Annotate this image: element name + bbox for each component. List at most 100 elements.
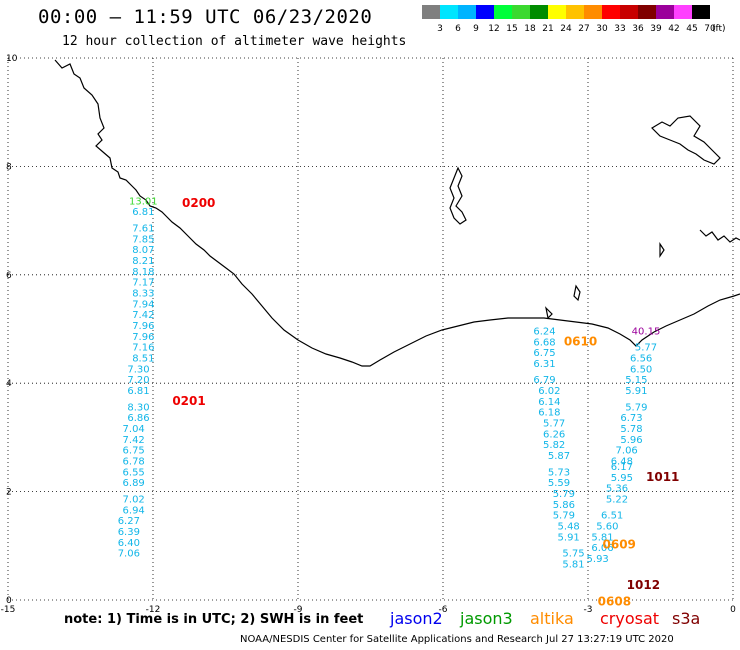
swh-value: 5.95: [611, 473, 633, 484]
swh-value: 5.87: [548, 451, 570, 462]
swh-value: 5.73: [548, 467, 570, 478]
swh-value: 5.81: [591, 532, 613, 543]
swh-value: 5.86: [553, 500, 575, 511]
swh-value: 6.56: [630, 354, 652, 365]
swh-value: 7.61: [132, 223, 154, 234]
swh-value: 7.42: [132, 310, 154, 321]
legend-swatch: [422, 5, 440, 19]
swh-value: 6.17: [611, 462, 633, 473]
altimeter-tracks: 13.016.817.617.858.078.218.187.178.337.9…: [118, 196, 661, 570]
swh-value: 13.01: [129, 196, 158, 207]
legend-swatch: [512, 5, 530, 19]
swh-value: 6.02: [538, 386, 560, 397]
legend-unit: (ft): [712, 24, 726, 34]
page-title: 00:00 – 11:59 UTC 06/23/2020: [38, 6, 373, 28]
lake-small: [545, 242, 665, 320]
legend-swatch: [548, 5, 566, 19]
swh-value: 6.48: [611, 457, 633, 468]
swh-value: 7.30: [127, 364, 149, 375]
swh-value: 8.51: [132, 354, 154, 365]
swh-value: 6.68: [533, 337, 555, 348]
legend-tick-label: 15: [506, 24, 517, 34]
legend-tick-label: 18: [524, 24, 536, 34]
legend-tick-label: 6: [455, 24, 461, 34]
swh-value: 7.06: [616, 446, 638, 457]
legend-swatch: [638, 5, 656, 19]
swh-value: 7.85: [132, 234, 154, 245]
lon-tick-label: -6: [439, 605, 448, 615]
swh-value: 5.93: [587, 554, 609, 565]
swh-value: 5.59: [548, 478, 570, 489]
swh-value: 5.60: [596, 522, 618, 533]
legend-swatch: [692, 5, 710, 19]
swh-value: 6.89: [123, 478, 145, 489]
swh-value: 8.21: [132, 256, 154, 267]
legend-swatch: [458, 5, 476, 19]
legend-tick-label: 42: [668, 24, 679, 34]
swh-value: 5.75: [562, 549, 584, 560]
swh-value: 6.73: [620, 413, 642, 424]
legend-swatch: [620, 5, 638, 19]
swh-value: 5.81: [562, 559, 584, 570]
swh-value: 8.18: [132, 267, 154, 278]
legend-tick-label: 3: [437, 24, 443, 34]
lat-tick-label: 8: [6, 162, 12, 172]
swh-value: 6.24: [533, 326, 555, 337]
legend-tick-label: 39: [650, 24, 662, 34]
swh-value: 5.96: [620, 435, 642, 446]
legend-tick-label: 30: [596, 24, 608, 34]
lon-tick-label: 0: [730, 605, 736, 615]
legend-tick-label: 36: [632, 24, 644, 34]
swh-value: 5.79: [553, 489, 575, 500]
legend-swatch: [440, 5, 458, 19]
lon-tick-label: -9: [294, 605, 303, 615]
swh-value: 6.75: [533, 348, 555, 359]
swh-value: 5.91: [558, 532, 580, 543]
legend-tick-label: 70: [704, 24, 716, 34]
swh-value: 6.78: [123, 457, 145, 468]
legend-tick-label: 45: [686, 24, 697, 34]
legend-swatch: [494, 5, 512, 19]
lat-tick-label: 10: [6, 54, 18, 64]
credit-line: NOAA/NESDIS Center for Satellite Applica…: [240, 634, 674, 645]
swh-value: 7.94: [132, 299, 154, 310]
swh-value: 7.02: [123, 494, 145, 505]
legend-swatch: [476, 5, 494, 19]
swh-value: 6.86: [127, 413, 149, 424]
swh-value: 6.81: [127, 386, 149, 397]
swh-value: 6.79: [533, 375, 555, 386]
lon-tick-label: -12: [146, 605, 161, 615]
swh-value: 5.36: [606, 484, 628, 495]
legend-swatch: [674, 5, 692, 19]
swh-value: 6.26: [543, 429, 565, 440]
lat-tick-label: 2: [6, 488, 12, 498]
swh-value: 5.78: [620, 424, 642, 435]
swh-value: 7.04: [123, 424, 145, 435]
lat-tick-label: 0: [6, 596, 12, 606]
swh-value: 6.14: [538, 397, 560, 408]
swh-value: 6.81: [132, 207, 154, 218]
pass-time-labels: 0200 0201 0610 0609 0608 1011 1012: [172, 196, 679, 608]
satellite-cryosat: cryosat: [600, 609, 660, 628]
swh-value: 40.15: [632, 326, 661, 337]
satellite-s3a: s3a: [672, 609, 701, 628]
swh-value: 5.15: [625, 375, 647, 386]
swh-value: 5.82: [543, 440, 565, 451]
swh-value: 8.30: [127, 402, 149, 413]
swh-value: 6.75: [123, 446, 145, 457]
swh-value: 7.96: [132, 332, 154, 343]
swh-value: 6.27: [118, 516, 140, 527]
legend-tick-label: 33: [614, 24, 625, 34]
legend-swatch: [602, 5, 620, 19]
legend-swatch: [530, 5, 548, 19]
legend-tick-label: 21: [542, 24, 553, 34]
legend-swatch: [656, 5, 674, 19]
legend-tick-label: 9: [473, 24, 479, 34]
lon-tick-label: -3: [584, 605, 593, 615]
page-subtitle: 12 hour collection of altimeter wave hei…: [62, 34, 407, 49]
swh-value: 6.55: [123, 467, 145, 478]
swh-value: 6.51: [601, 511, 623, 522]
pass-time: 0608: [598, 594, 631, 608]
legend-swatch: [566, 5, 584, 19]
